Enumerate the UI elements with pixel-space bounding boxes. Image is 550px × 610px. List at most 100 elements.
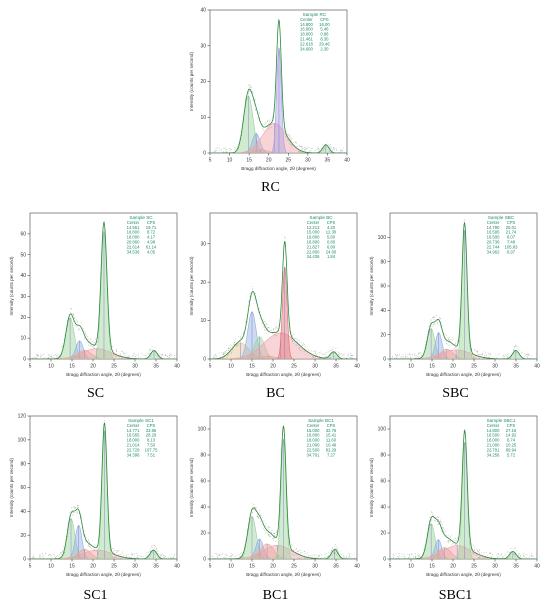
caption-rc: RC — [261, 180, 280, 195]
peak-table-header: CPS — [320, 17, 329, 22]
data-point — [234, 147, 236, 148]
data-point — [497, 553, 499, 554]
data-point — [329, 556, 331, 558]
data-point — [121, 351, 123, 352]
data-point — [350, 553, 352, 555]
data-point — [515, 549, 517, 551]
data-point — [443, 527, 444, 529]
data-point — [71, 507, 73, 509]
data-point — [290, 543, 292, 545]
data-point — [110, 349, 112, 350]
data-point — [148, 350, 150, 352]
data-point — [521, 554, 523, 555]
peak-table-cps: 2.30 — [320, 46, 329, 51]
data-point — [240, 333, 242, 335]
data-point — [39, 353, 41, 355]
peak-table-center: 15.000 — [307, 428, 320, 433]
peak-table-title: Sample SC — [129, 215, 153, 220]
peak-table-cps: 8.72 — [147, 230, 156, 235]
data-point — [326, 358, 328, 359]
data-point — [147, 352, 148, 354]
data-point — [43, 555, 45, 557]
data-point — [297, 339, 299, 341]
data-point — [405, 357, 407, 359]
peak-table-header: Center — [127, 220, 140, 225]
peak-table-center: 21.461 — [300, 37, 313, 42]
peak-table-cps: 0.80 — [327, 240, 336, 245]
data-point — [332, 548, 333, 549]
data-point — [264, 121, 266, 123]
data-point — [524, 556, 526, 558]
data-point — [124, 558, 126, 559]
data-point — [430, 319, 432, 320]
data-point — [270, 127, 272, 128]
data-point — [218, 150, 220, 151]
data-point — [437, 524, 439, 525]
data-point — [440, 521, 442, 523]
data-point — [465, 429, 466, 431]
data-point — [224, 557, 225, 559]
data-point — [137, 556, 138, 557]
data-point — [150, 550, 151, 552]
data-point — [252, 91, 253, 92]
data-point — [114, 557, 116, 559]
data-point — [415, 355, 417, 356]
peak-table-center: 20.736 — [487, 240, 500, 245]
data-point — [334, 149, 335, 150]
peak-table-center: 14.551 — [127, 225, 140, 230]
data-point — [255, 293, 256, 294]
data-point — [328, 357, 330, 359]
data-point — [72, 513, 74, 515]
data-point — [296, 146, 298, 147]
data-point — [330, 552, 331, 553]
data-point — [345, 556, 347, 557]
data-point — [232, 349, 234, 351]
data-point — [72, 512, 74, 513]
data-point — [258, 510, 260, 512]
data-point — [334, 551, 335, 553]
data-point — [411, 353, 413, 355]
data-point — [490, 553, 491, 554]
data-point — [438, 519, 439, 521]
data-point — [516, 352, 518, 353]
data-point — [226, 357, 228, 359]
data-point — [270, 330, 272, 331]
data-point — [508, 552, 510, 553]
data-point — [131, 355, 133, 357]
data-point — [238, 553, 240, 555]
data-point — [321, 557, 323, 558]
peak-table-cps: 92.29 — [326, 447, 337, 452]
data-point — [88, 339, 89, 340]
x-tick-label: 20 — [90, 564, 96, 570]
data-point — [444, 338, 445, 339]
data-point — [226, 554, 228, 556]
data-point — [250, 87, 252, 88]
data-point — [408, 556, 410, 558]
peak-table-center: 22.729 — [127, 447, 140, 452]
data-point — [514, 556, 516, 557]
x-tick-label: 5 — [29, 564, 32, 570]
peak-component — [210, 47, 347, 153]
data-point — [266, 333, 268, 334]
data-point — [70, 308, 72, 309]
data-point — [487, 358, 489, 359]
data-point — [327, 556, 329, 557]
data-point — [267, 127, 268, 129]
x-tick-label: 30 — [312, 564, 318, 570]
data-point — [304, 558, 306, 559]
data-point — [135, 354, 137, 356]
x-tick-label: 25 — [111, 364, 117, 370]
data-point — [240, 336, 242, 338]
data-point — [273, 334, 275, 336]
data-point — [514, 554, 516, 556]
data-point — [55, 352, 57, 354]
data-point — [67, 521, 69, 523]
data-point — [93, 348, 95, 349]
peak-component — [30, 430, 177, 559]
data-point — [446, 343, 448, 345]
data-point — [456, 342, 458, 344]
data-point — [477, 353, 478, 355]
data-point — [292, 341, 294, 342]
data-point — [168, 556, 169, 558]
